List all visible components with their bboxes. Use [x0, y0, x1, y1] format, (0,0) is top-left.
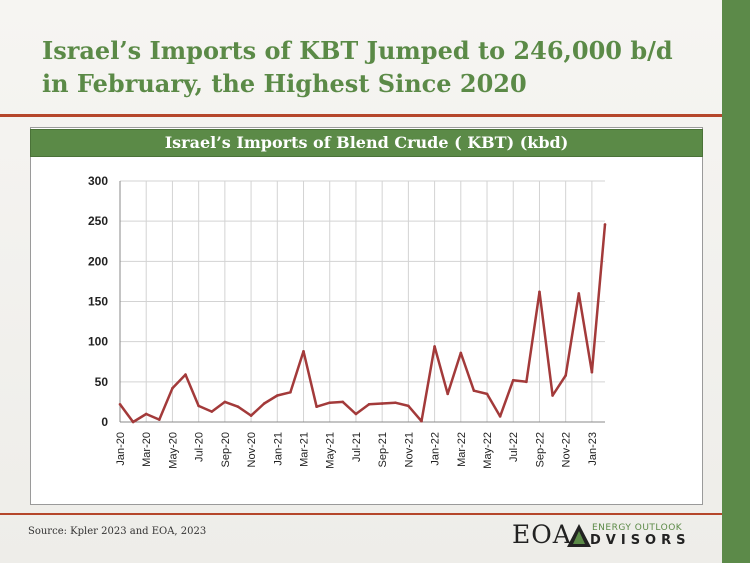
x-tick-label: Jan-20	[115, 432, 127, 466]
data-point	[380, 402, 384, 405]
x-tick-label: Nov-21	[403, 432, 415, 467]
data-point	[118, 403, 122, 406]
data-point	[590, 370, 594, 374]
source-note: Source: Kpler 2023 and EOA, 2023	[28, 526, 207, 537]
x-tick-label: Jul-20	[194, 432, 206, 462]
x-tick-label: Jan-21	[272, 432, 284, 466]
x-tick-label: May-20	[167, 432, 179, 469]
chart-title: Israel’s Imports of Blend Crude ( KBT) (…	[30, 129, 703, 157]
y-tick-label: 0	[101, 415, 108, 429]
x-tick-label: Mar-20	[141, 432, 153, 467]
x-tick-label: Mar-21	[299, 432, 311, 467]
logo-tagline: ENERGY OUTLOOK	[592, 523, 683, 533]
y-tick-label: 200	[88, 254, 108, 268]
x-tick-label: May-22	[482, 432, 494, 469]
x-tick-label: Jul-21	[351, 432, 363, 462]
y-tick-label: 100	[88, 335, 108, 349]
data-point	[131, 420, 135, 424]
logo-triangle-icon	[567, 524, 591, 547]
data-point	[341, 400, 345, 404]
data-point	[538, 290, 541, 294]
y-tick-label: 300	[88, 174, 108, 188]
data-point	[223, 400, 227, 404]
x-tick-label: Sep-22	[534, 432, 546, 467]
data-point	[511, 378, 515, 382]
data-point	[577, 292, 581, 295]
data-point	[275, 394, 279, 397]
data-point	[328, 401, 332, 405]
x-tick-label: Sep-20	[220, 432, 232, 467]
data-point	[420, 419, 423, 423]
data-point	[433, 345, 436, 348]
data-point	[525, 380, 528, 384]
data-point	[236, 405, 240, 409]
logo-eoa-text: EOA	[512, 520, 572, 549]
y-tick-label: 50	[95, 375, 109, 389]
data-point	[144, 412, 148, 416]
data-point	[302, 350, 305, 353]
line-chart: 0 50 100 150 200 250 300 Jan-20 Mar-20 May-20 Jul-…	[88, 174, 607, 469]
x-tick-label: May-21	[325, 432, 337, 469]
headline-divider	[0, 114, 722, 117]
data-point	[564, 374, 567, 377]
data-point	[158, 418, 161, 421]
data-point	[485, 392, 489, 396]
y-tick-label: 150	[88, 295, 108, 309]
logo-wordmark: DVISORS	[590, 533, 691, 548]
data-point	[407, 404, 410, 408]
x-tick-label: Sep-21	[377, 432, 389, 467]
data-point	[289, 390, 292, 394]
data-point	[197, 404, 200, 408]
data-point	[315, 405, 318, 409]
data-point	[367, 403, 371, 406]
x-tick-label: Jul-22	[508, 432, 520, 462]
footer-divider	[0, 513, 722, 515]
chart-frame	[30, 127, 703, 505]
y-tick-label: 250	[88, 214, 108, 228]
data-point	[262, 402, 266, 405]
data-point	[210, 410, 214, 413]
data-point	[446, 392, 450, 396]
data-point	[184, 373, 187, 376]
eoa-logo: EOA ENERGY OUTLOOK DVISORS	[512, 520, 712, 552]
series-line	[118, 224, 607, 424]
x-tick-label: Jan-22	[430, 432, 442, 466]
data-point	[498, 415, 502, 418]
x-tick-label: Jan-23	[587, 432, 599, 466]
x-tick-label: Mar-22	[456, 432, 468, 467]
data-point	[249, 414, 253, 417]
data-point	[551, 394, 554, 397]
side-accent-bar	[722, 0, 750, 563]
data-point	[459, 351, 463, 355]
data-point	[472, 389, 476, 392]
data-point	[354, 412, 358, 416]
slide-headline: Israel’s Imports of KBT Jumped to 246,00…	[42, 36, 673, 98]
x-tick-label: Nov-20	[246, 432, 258, 467]
data-point	[393, 401, 397, 405]
x-tick-label: Nov-22	[561, 432, 573, 467]
data-point	[171, 386, 174, 390]
data-point	[603, 223, 607, 226]
